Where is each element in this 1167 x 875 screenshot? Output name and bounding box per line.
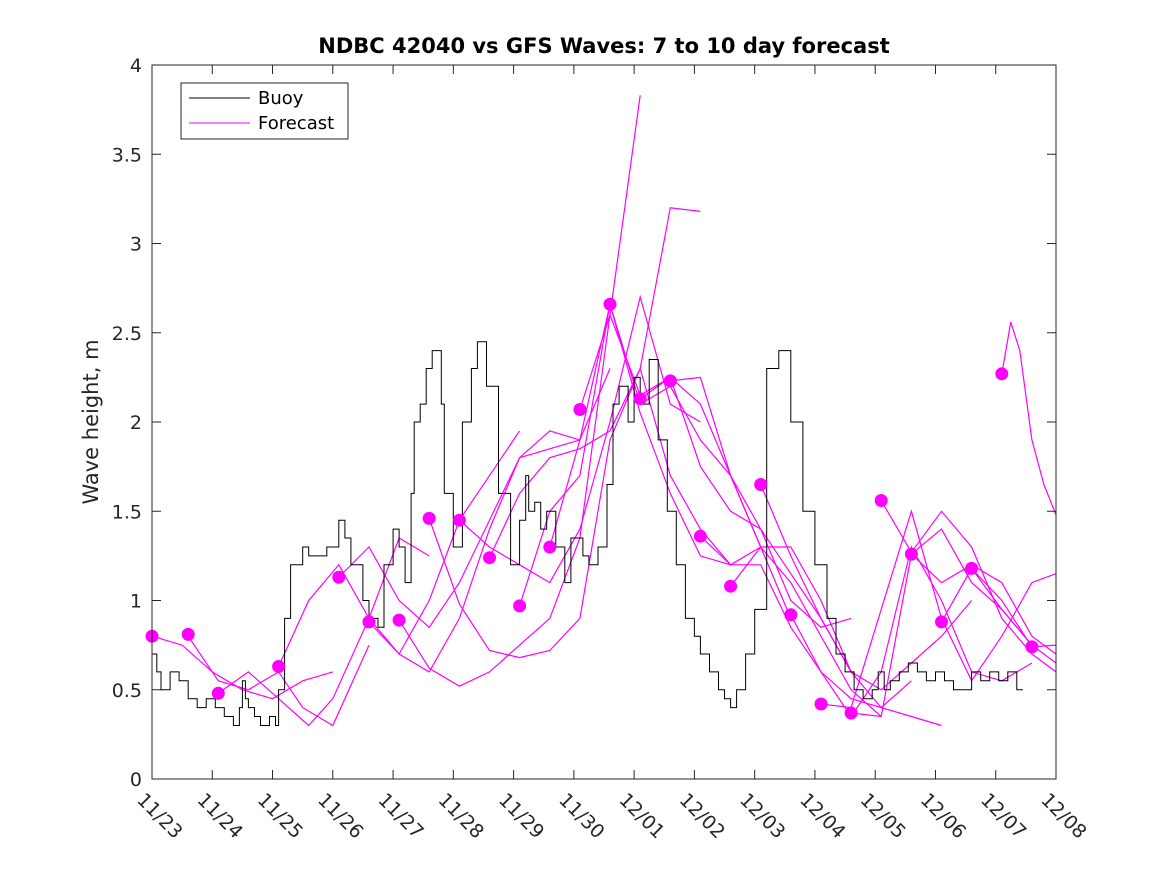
forecast-line-14 [639,376,852,673]
forecast-line-25 [971,567,1057,648]
forecast-marker [633,392,647,406]
y-tick-label: 0 [130,769,142,791]
x-tick-label: 12/07 [976,789,1030,843]
forecast-line-9 [459,294,701,584]
y-tick-label: 2.5 [112,323,142,345]
forecast-marker [1025,640,1039,654]
forecast-line-16 [699,535,912,709]
forecast-marker [543,540,557,554]
forecast-marker [995,367,1009,381]
forecast-marker [784,608,798,622]
forecast-line-11 [519,304,762,607]
forecast-marker [814,697,828,711]
forecast-line-19 [790,545,1033,718]
forecast-line-6 [368,368,611,673]
y-tick-label: 3 [130,234,142,256]
y-tick-label: 1.5 [112,501,142,523]
forecast-marker [422,511,436,525]
x-tick-label: 12/03 [735,789,789,843]
forecast-marker [603,297,617,311]
forecast-marker [513,599,527,613]
forecast-marker [693,529,707,543]
y-tick-label: 4 [130,55,142,77]
forecast-line-26 [1001,321,1057,516]
forecast-line-15 [670,376,882,717]
y-tick-label: 2 [130,412,142,434]
x-tick-label: 12/08 [1036,789,1090,843]
x-tick-label: 11/27 [374,789,428,843]
forecast-marker [754,478,768,491]
forecast-marker [392,613,406,627]
forecast-marker [844,706,858,720]
x-tick-label: 11/25 [253,789,307,843]
plot-area-background [152,65,1056,779]
chart-title: NDBC 42040 vs GFS Waves: 7 to 10 day for… [318,34,889,58]
forecast-line-10 [488,366,732,566]
forecast-marker [663,374,677,388]
x-tick-label: 11/24 [193,789,247,843]
x-tick-label: 12/05 [856,789,910,843]
forecast-marker [724,579,738,593]
y-tick-label: 3.5 [112,144,142,166]
forecast-marker [272,660,286,673]
forecast-marker [904,547,918,561]
forecast-line-3 [217,537,430,727]
forecast-marker [483,551,496,565]
x-tick-label: 12/02 [675,789,729,843]
forecast-marker [965,561,979,575]
series-layer [145,95,1057,727]
legend-buoy-label: Buoy [258,88,304,109]
forecast-marker [573,403,587,416]
forecast-line-23 [910,553,1057,655]
forecast-marker [935,615,948,629]
forecast-line-7 [398,95,641,687]
x-tick-label: 11/28 [434,789,488,843]
x-tick-label: 11/29 [494,789,548,843]
x-tick-label: 11/30 [554,789,608,843]
forecast-line-13 [579,313,852,628]
y-axis-label: Wave height, m [79,339,103,504]
y-tick-label: 0.5 [112,680,142,702]
buoy-line [152,341,1023,726]
forecast-marker [211,686,225,700]
x-tick-label: 12/01 [615,789,669,843]
forecast-marker [362,615,376,629]
forecast-line-5 [338,430,581,629]
forecast-line-24 [940,567,1057,664]
legend: Buoy Forecast [180,82,349,140]
x-tick-label: 11/23 [132,789,186,843]
forecast-marker [452,513,466,527]
forecast-marker [181,627,195,641]
x-tick-label: 12/04 [795,789,849,843]
x-tick-label: 12/06 [916,789,970,843]
forecast-marker [332,570,346,584]
legend-forecast-label: Forecast [258,113,334,134]
forecast-line-18 [760,484,973,691]
forecast-line-8 [428,207,701,659]
forecast-marker [874,494,888,507]
legend-box [180,82,349,140]
x-tick-label: 11/26 [313,789,367,843]
y-tick-label: 1 [130,591,142,613]
